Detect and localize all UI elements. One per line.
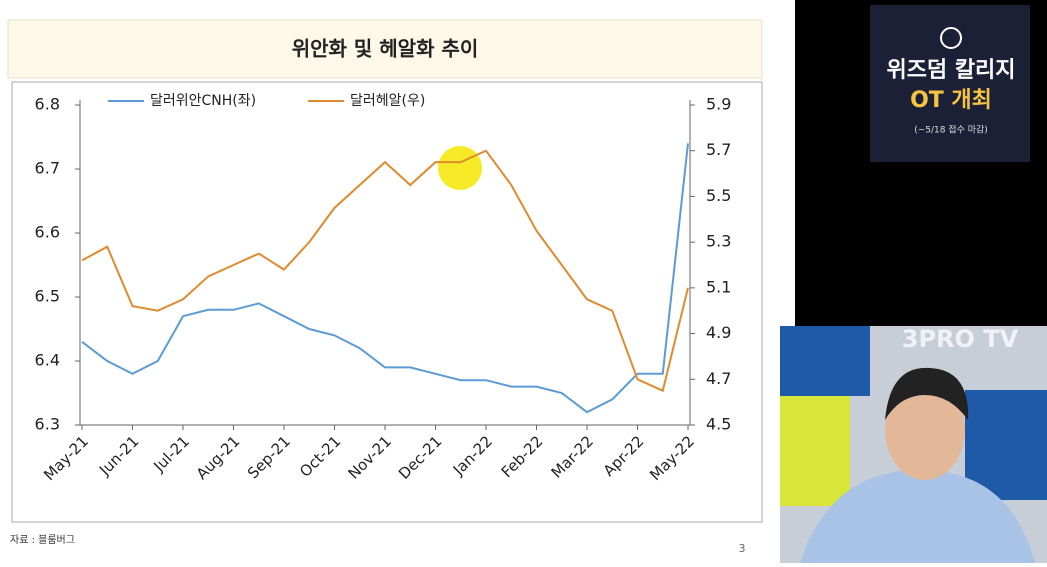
y-tick-label: 6.5 <box>35 287 60 306</box>
person-body <box>800 470 1035 563</box>
title-box <box>7 19 763 79</box>
y2-tick-label: 4.9 <box>706 323 731 342</box>
y2-tick-label: 5.1 <box>706 277 731 296</box>
video-banner <box>780 396 850 506</box>
y2-tick-label: 4.5 <box>706 415 731 434</box>
series-line <box>81 143 689 414</box>
source-note: 자료 : 블룸버그 <box>10 534 75 546</box>
series-line <box>81 149 689 393</box>
chart-title: 위안화 및 헤알화 추이 <box>292 37 479 61</box>
chart-frame <box>11 81 763 523</box>
person-head <box>885 380 965 480</box>
y-tick-label: 6.6 <box>35 223 60 242</box>
y2-tick-label: 5.5 <box>706 186 731 205</box>
y2-tick-label: 5.9 <box>706 95 731 114</box>
page-number: 3 <box>739 542 746 555</box>
y2-tick-label: 5.7 <box>706 140 731 159</box>
ad-note: (~5/18 접수 마감) <box>914 124 988 136</box>
person-hair <box>885 367 969 420</box>
ad-icon <box>940 27 962 49</box>
legend-label: 달러헤알(우) <box>350 93 425 109</box>
video-banner <box>780 326 870 396</box>
y-tick-label: 6.4 <box>35 351 60 370</box>
y2-tick-label: 5.3 <box>706 232 731 251</box>
video-banner <box>965 390 1047 500</box>
ad-box <box>870 5 1030 162</box>
legend-label: 달러위안CNH(좌) <box>150 93 256 109</box>
ad-subtitle: OT 개최 <box>910 88 992 113</box>
video-logo: 3PRO TV <box>902 325 1019 353</box>
y2-tick-label: 4.7 <box>706 369 731 388</box>
y-tick-label: 6.8 <box>35 95 60 114</box>
highlight <box>438 146 482 190</box>
ad-title: 위즈덤 칼리지 <box>886 58 1015 83</box>
y-tick-label: 6.3 <box>35 415 60 434</box>
y-tick-label: 6.7 <box>35 159 60 178</box>
